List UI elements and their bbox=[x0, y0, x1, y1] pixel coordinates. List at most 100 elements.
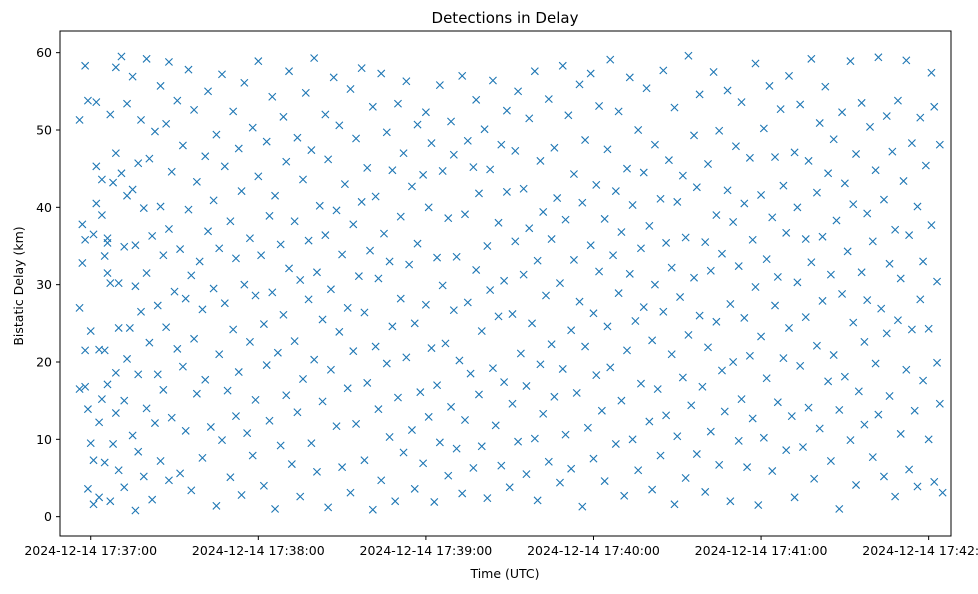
data-point bbox=[852, 149, 861, 158]
data-point bbox=[667, 263, 676, 272]
x-axis-label: Time (UTC) bbox=[469, 566, 539, 581]
data-point bbox=[779, 354, 788, 363]
data-point bbox=[745, 153, 754, 162]
data-point bbox=[106, 110, 115, 119]
data-point bbox=[776, 105, 785, 114]
data-point bbox=[293, 408, 302, 417]
data-point bbox=[282, 391, 291, 400]
data-point bbox=[218, 436, 226, 445]
data-point bbox=[779, 181, 788, 190]
data-point bbox=[801, 313, 810, 322]
data-point bbox=[807, 258, 816, 267]
data-point bbox=[840, 372, 849, 381]
data-point bbox=[740, 313, 749, 322]
data-point bbox=[229, 107, 238, 116]
data-point bbox=[536, 156, 545, 165]
data-point bbox=[402, 353, 411, 362]
data-point bbox=[111, 409, 120, 418]
data-point bbox=[656, 194, 665, 203]
data-point bbox=[290, 217, 299, 226]
data-point bbox=[416, 388, 425, 397]
data-point bbox=[139, 204, 148, 213]
data-point bbox=[829, 351, 838, 360]
data-point bbox=[134, 447, 143, 456]
data-point bbox=[402, 77, 411, 86]
data-point bbox=[139, 472, 148, 481]
data-point bbox=[924, 324, 933, 333]
data-point bbox=[483, 494, 492, 503]
data-point bbox=[678, 171, 687, 180]
data-point bbox=[801, 235, 810, 244]
data-point bbox=[544, 95, 553, 104]
data-point bbox=[670, 103, 679, 112]
data-point bbox=[751, 282, 760, 291]
data-point bbox=[145, 338, 154, 347]
data-point bbox=[262, 361, 271, 370]
data-point bbox=[849, 318, 858, 327]
data-point bbox=[181, 294, 190, 303]
data-point bbox=[592, 180, 601, 189]
data-point bbox=[251, 291, 260, 300]
data-point bbox=[89, 456, 98, 465]
data-point bbox=[804, 156, 813, 165]
data-point bbox=[204, 87, 213, 96]
data-point bbox=[201, 152, 210, 161]
data-point bbox=[595, 267, 604, 276]
data-point bbox=[933, 277, 942, 286]
data-point bbox=[919, 376, 928, 385]
data-point bbox=[525, 224, 534, 233]
data-point bbox=[919, 257, 928, 266]
data-point bbox=[494, 218, 503, 227]
data-point bbox=[421, 300, 430, 309]
data-point bbox=[519, 270, 528, 279]
data-point bbox=[245, 234, 254, 243]
data-point bbox=[128, 185, 137, 194]
data-point bbox=[78, 220, 87, 229]
x-tick-label: 2024-12-14 17:41:00 bbox=[695, 543, 828, 558]
data-point bbox=[458, 71, 467, 80]
data-point bbox=[315, 201, 324, 210]
data-point bbox=[790, 493, 799, 502]
data-point bbox=[578, 502, 587, 511]
data-point bbox=[338, 463, 347, 472]
data-point bbox=[812, 341, 821, 350]
data-point bbox=[120, 396, 129, 405]
data-point bbox=[374, 405, 383, 414]
data-point bbox=[907, 325, 916, 334]
data-point bbox=[156, 456, 165, 465]
data-point bbox=[307, 146, 316, 155]
data-point bbox=[368, 102, 377, 111]
data-point bbox=[287, 460, 296, 469]
data-point bbox=[114, 466, 123, 475]
data-point bbox=[120, 242, 129, 251]
data-point bbox=[466, 369, 475, 378]
data-point bbox=[927, 68, 936, 77]
data-point bbox=[519, 184, 528, 193]
data-point bbox=[137, 307, 145, 316]
data-point bbox=[410, 484, 419, 493]
data-point bbox=[357, 64, 366, 73]
data-point bbox=[195, 257, 204, 266]
data-point bbox=[463, 298, 472, 307]
data-point bbox=[433, 253, 442, 262]
data-point bbox=[92, 98, 101, 107]
data-point bbox=[868, 453, 877, 462]
data-point bbox=[463, 136, 472, 145]
data-point bbox=[430, 497, 439, 506]
data-point bbox=[902, 56, 911, 65]
data-point bbox=[374, 274, 383, 283]
data-point bbox=[259, 320, 268, 329]
data-point bbox=[377, 476, 386, 485]
data-point bbox=[178, 362, 187, 371]
data-point bbox=[804, 403, 813, 412]
data-point bbox=[771, 153, 780, 162]
data-point bbox=[360, 456, 369, 465]
data-point bbox=[874, 53, 883, 62]
data-point bbox=[868, 237, 877, 246]
data-point bbox=[896, 429, 905, 438]
data-point bbox=[871, 359, 880, 368]
data-point bbox=[628, 201, 637, 209]
data-point bbox=[877, 304, 886, 313]
data-point bbox=[215, 350, 224, 359]
data-point bbox=[419, 170, 428, 179]
